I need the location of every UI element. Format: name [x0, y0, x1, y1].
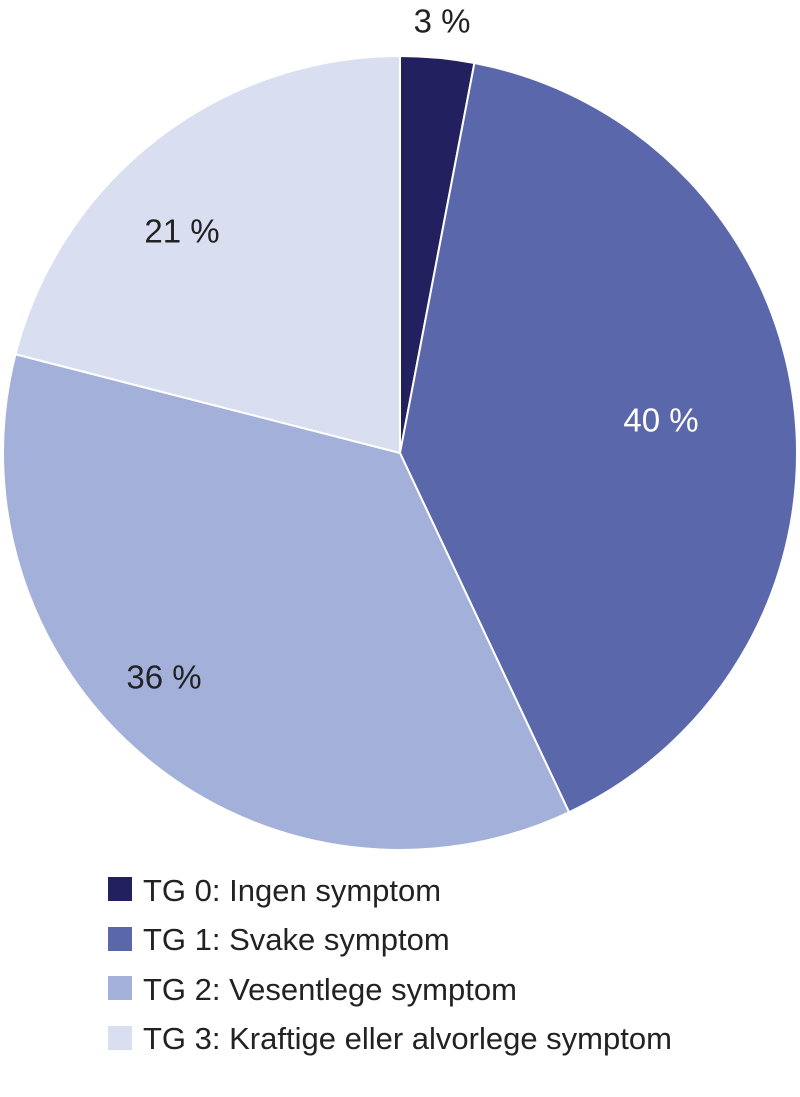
svg-text:36 %: 36 %: [126, 659, 201, 696]
svg-text:40 %: 40 %: [623, 402, 698, 439]
svg-text:3 %: 3 %: [414, 3, 471, 40]
svg-text:21 %: 21 %: [144, 213, 219, 250]
